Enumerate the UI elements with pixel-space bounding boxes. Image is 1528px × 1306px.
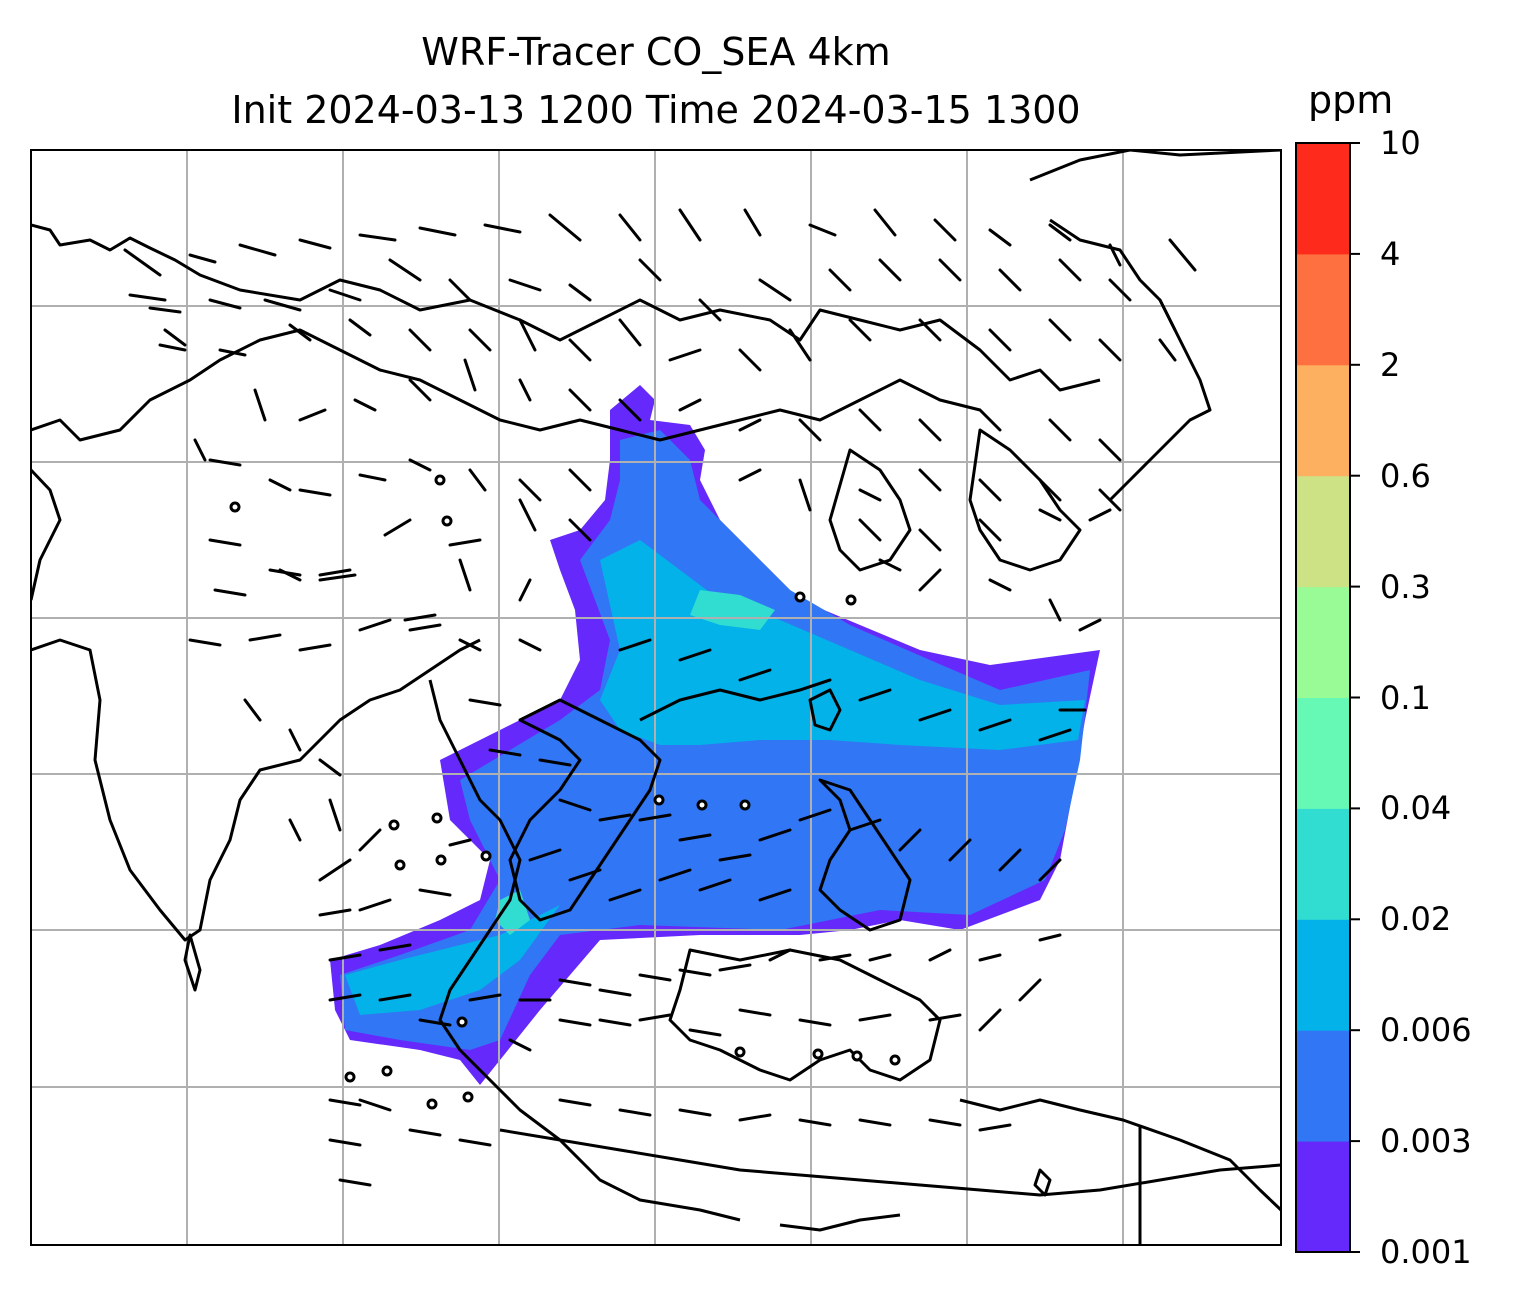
colorbar-label-2: 0.006 (1380, 1011, 1472, 1050)
colorbar-label-9: 4 (1380, 234, 1401, 273)
colorbar-block-6 (1296, 475, 1350, 588)
map-title: WRF-Tracer CO_SEA 4km (421, 30, 891, 74)
calm-wind-markers (229, 474, 901, 1110)
wind-barbs (123, 208, 1197, 1187)
colorbar-label-5: 0.1 (1380, 678, 1431, 717)
concentration-level-3b (345, 905, 560, 1015)
colorbar-label-6: 0.3 (1380, 567, 1431, 606)
colorbar-block-3 (1296, 808, 1350, 920)
colorbar-block-2 (1296, 919, 1350, 1031)
colorbar-ticks (1350, 142, 1360, 1253)
colorbar-block-9 (1296, 143, 1350, 255)
map-subtitle: Init 2024-03-13 1200 Time 2024-03-15 130… (231, 88, 1081, 132)
colorbar-frame (1295, 142, 1351, 1253)
colorbar-block-8 (1296, 253, 1350, 366)
colorbar-label-7: 0.6 (1380, 456, 1431, 495)
colorbar-block-4 (1296, 697, 1350, 809)
colorbar-label-1: 0.003 (1380, 1122, 1472, 1161)
colorbar-block-0 (1296, 1141, 1350, 1253)
graticule (31, 150, 1281, 1245)
colorbar-label-3: 0.02 (1380, 900, 1452, 939)
colorbar-units: ppm (1308, 78, 1394, 122)
colorbar-block-7 (1296, 364, 1350, 477)
coastlines (31, 150, 1281, 1245)
colorbar-block-5 (1296, 586, 1350, 698)
colorbar-label-0: 0.001 (1380, 1233, 1472, 1271)
concentration-level-3 (600, 540, 1085, 750)
concentration-level-4 (690, 590, 775, 630)
concentration-field (330, 385, 1100, 1085)
colorbar-block-1 (1296, 1030, 1350, 1142)
colorbar-label-4: 0.04 (1380, 789, 1452, 828)
colorbar-label-8: 2 (1380, 345, 1401, 384)
colorbar-label-10: 10 (1380, 124, 1421, 162)
colorbar-blocks (1296, 143, 1350, 1253)
map-frame (30, 149, 1282, 1246)
